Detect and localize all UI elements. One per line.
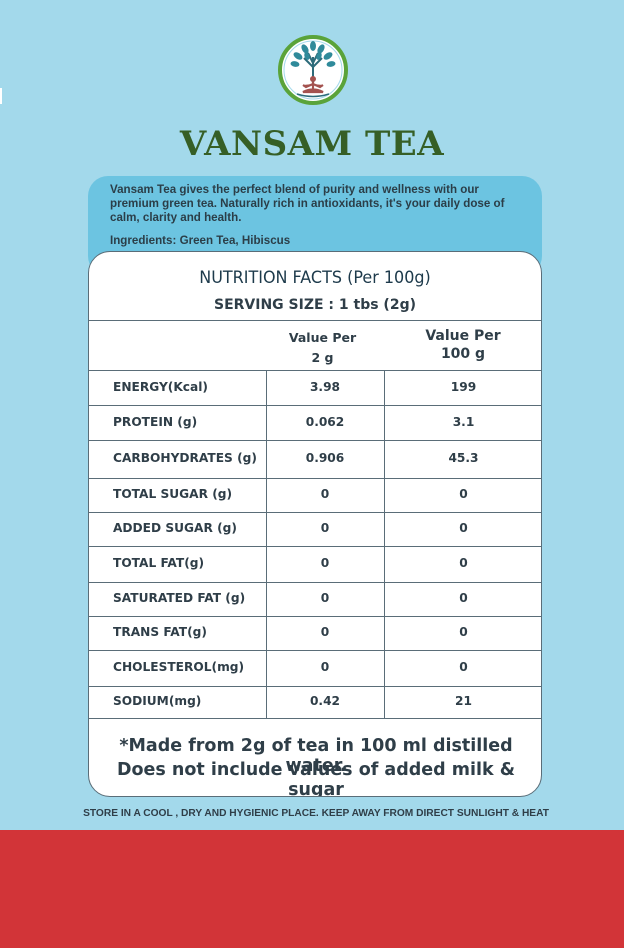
nutrition-row: TOTAL SUGAR (g) 0 0 <box>89 478 541 512</box>
nutrition-row: SATURATED FAT (g) 0 0 <box>89 582 541 616</box>
nutrient-label: ENERGY(Kcal) <box>113 380 209 394</box>
value-per-2g: 3.98 <box>309 380 341 394</box>
column-header-per-100g: Value Per 100 g <box>385 327 541 363</box>
row-divider <box>89 440 541 441</box>
value-per-2g: 0.906 <box>305 451 345 465</box>
value-per-100g: 3.1 <box>452 415 475 429</box>
row-divider <box>89 686 541 687</box>
row-divider <box>89 512 541 513</box>
nutrition-row: CARBOHYDRATES (g) 0.906 45.3 <box>89 440 541 478</box>
value-per-2g: 0.42 <box>309 694 341 708</box>
nutrition-facts-card: NUTRITION FACTS (Per 100g) SERVING SIZE … <box>88 251 542 797</box>
nutrition-row: ADDED SUGAR (g) 0 0 <box>89 512 541 546</box>
tree-yoga-logo-icon <box>278 35 348 105</box>
nutrient-label: TRANS FAT(g) <box>113 625 207 639</box>
divider <box>89 718 541 719</box>
ingredients-line: Ingredients: Green Tea, Hibiscus <box>110 234 291 247</box>
value-per-2g: 0 <box>320 487 330 501</box>
brand-name: VANSAM TEA <box>179 124 445 164</box>
row-divider <box>89 650 541 651</box>
value-per-100g: 45.3 <box>448 451 479 465</box>
row-divider <box>89 405 541 406</box>
value-per-2g: 0 <box>320 625 330 639</box>
product-description: Vansam Tea gives the perfect blend of pu… <box>110 183 505 224</box>
row-divider <box>89 546 541 547</box>
column-divider <box>384 370 385 718</box>
row-divider <box>89 478 541 479</box>
value-per-2g: 0 <box>320 521 330 535</box>
value-per-2g: 0 <box>320 556 330 570</box>
value-per-100g: 199 <box>450 380 477 394</box>
value-per-2g: 0.062 <box>305 415 345 429</box>
nutrient-label: CARBOHYDRATES (g) <box>113 451 257 465</box>
footnote-water: *Made from 2g of tea in 100 ml distilled… <box>119 736 513 776</box>
row-divider <box>89 616 541 617</box>
nutrition-row: CHOLESTEROL(mg) 0 0 <box>89 650 541 686</box>
value-per-2g: 0 <box>320 591 330 605</box>
value-per-100g: 0 <box>459 521 468 535</box>
nutrition-row: TOTAL FAT(g) 0 0 <box>89 546 541 582</box>
nutrition-row: SODIUM(mg) 0.42 21 <box>89 686 541 718</box>
nutrition-row: PROTEIN (g) 0.062 3.1 <box>89 405 541 440</box>
nutrition-title: NUTRITION FACTS (Per 100g) <box>199 268 431 288</box>
value-per-100g: 0 <box>459 556 468 570</box>
value-per-100g: 0 <box>459 487 468 501</box>
column-header-line: 2 g <box>311 350 334 365</box>
row-divider <box>89 582 541 583</box>
value-per-100g: 0 <box>459 591 468 605</box>
nutrient-label: TOTAL FAT(g) <box>113 556 205 570</box>
column-header-per-2g: Value Per 2 g <box>266 328 379 368</box>
nutrient-label: SODIUM(mg) <box>113 694 202 708</box>
column-header-line: Value Per <box>288 330 357 345</box>
nutrient-label: SATURATED FAT (g) <box>113 591 246 605</box>
nutrient-label: ADDED SUGAR (g) <box>113 521 237 535</box>
storage-instructions: STORE IN A COOL , DRY AND HYGIENIC PLACE… <box>83 808 549 819</box>
column-header-line: 100 g <box>440 346 486 362</box>
value-per-2g: 0 <box>320 660 330 674</box>
nutrient-label: PROTEIN (g) <box>113 415 198 429</box>
column-divider <box>266 370 267 718</box>
column-header-line: Value Per <box>425 328 501 344</box>
value-per-100g: 0 <box>459 660 468 674</box>
bottom-color-band <box>0 830 624 948</box>
footnote-no-milk-sugar: Does not include values of added milk & … <box>117 760 515 797</box>
serving-size: SERVING SIZE : 1 tbs (2g) <box>213 297 416 313</box>
value-per-100g: 0 <box>459 625 468 639</box>
nutrient-label: CHOLESTEROL(mg) <box>113 660 245 674</box>
value-per-100g: 21 <box>455 694 472 708</box>
nutrient-label: TOTAL SUGAR (g) <box>113 487 233 501</box>
nutrition-row: TRANS FAT(g) 0 0 <box>89 616 541 650</box>
edge-mark <box>0 88 2 104</box>
nutrition-row: ENERGY(Kcal) 3.98 199 <box>89 370 541 405</box>
divider <box>89 320 541 321</box>
divider <box>89 370 541 371</box>
